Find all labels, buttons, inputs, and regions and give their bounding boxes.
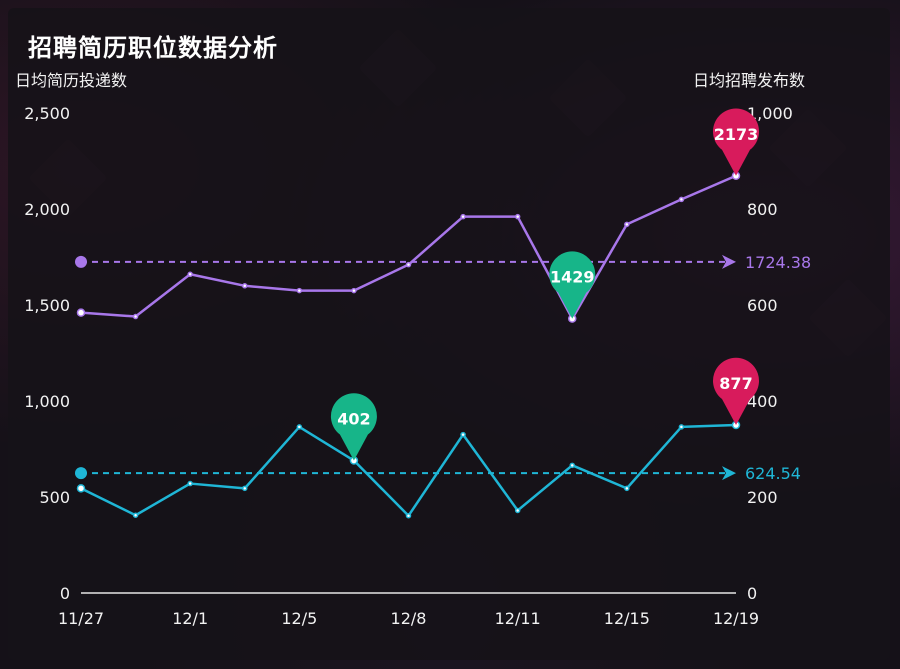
y-left-axis-title: 日均简历投递数 <box>15 71 127 90</box>
series-line-1 <box>80 423 737 517</box>
y-right-tick-label: 400 <box>747 392 778 411</box>
series-point-1 <box>132 512 139 518</box>
series-point-0 <box>296 287 303 294</box>
y-left-tick-label: 0 <box>60 584 70 603</box>
y-right-tick-label: 800 <box>747 200 778 219</box>
series-point-1 <box>514 507 521 514</box>
x-tick-label: 12/15 <box>604 609 650 628</box>
average-line-start-marker-0 <box>75 255 87 268</box>
max-pin-label-1: 877 <box>719 374 752 393</box>
x-tick-label: 12/8 <box>391 609 427 628</box>
series-point-0 <box>405 261 412 268</box>
series-point-1 <box>296 424 303 430</box>
series-point-0 <box>132 313 139 320</box>
y-right-axis-title: 日均招聘发布数 <box>693 71 805 90</box>
y-left-tick-label: 500 <box>39 488 70 507</box>
max-pin-label-0: 2173 <box>714 125 759 144</box>
x-tick-label: 12/1 <box>172 609 208 628</box>
x-tick-label: 11/27 <box>58 609 104 628</box>
min-pin-label-1: 402 <box>337 410 370 429</box>
min-pin-1 <box>330 393 377 461</box>
average-value-label-0: 1724.38 <box>745 253 811 272</box>
y-right-tick-label: 0 <box>747 584 757 603</box>
min-pin-0 <box>549 251 596 319</box>
y-left-tick-label: 1,000 <box>24 392 70 411</box>
y-right-tick-label: 1,000 <box>747 104 793 123</box>
average-line-arrow-1 <box>722 466 736 481</box>
x-tick-label: 12/19 <box>713 609 759 628</box>
average-line-arrow-0 <box>722 254 736 269</box>
series-point-1 <box>242 485 248 492</box>
max-pin-0 <box>713 108 759 176</box>
series-point-0 <box>514 213 521 220</box>
x-tick-label: 12/11 <box>495 609 541 628</box>
series-point-1 <box>569 462 575 469</box>
series-point-0 <box>460 213 466 220</box>
min-pin-label-0: 1429 <box>550 268 595 287</box>
series-point-1 <box>460 431 466 438</box>
series-point-1 <box>187 480 193 487</box>
average-value-label-1: 624.54 <box>745 464 801 483</box>
series-point-0 <box>624 221 630 228</box>
series-point-1 <box>624 485 630 492</box>
series-point-0 <box>242 283 248 289</box>
y-left-tick-label: 2,500 <box>24 104 70 123</box>
series-point-0 <box>351 287 357 294</box>
average-line-start-marker-1 <box>75 467 87 480</box>
y-left-tick-label: 1,500 <box>24 296 70 315</box>
series-point-1 <box>678 424 685 430</box>
series-point-1 <box>76 484 86 493</box>
y-right-tick-label: 200 <box>747 488 778 507</box>
series-point-0 <box>76 308 86 317</box>
series-line-0 <box>80 174 737 320</box>
x-tick-label: 12/5 <box>281 609 317 628</box>
series-point-0 <box>678 196 685 203</box>
max-pin-1 <box>713 357 759 425</box>
y-right-tick-label: 600 <box>747 296 778 315</box>
series-point-0 <box>187 271 193 278</box>
series-point-1 <box>405 512 412 519</box>
y-left-tick-label: 2,000 <box>24 200 70 219</box>
chart-title: 招聘简历职位数据分析 <box>28 34 278 62</box>
